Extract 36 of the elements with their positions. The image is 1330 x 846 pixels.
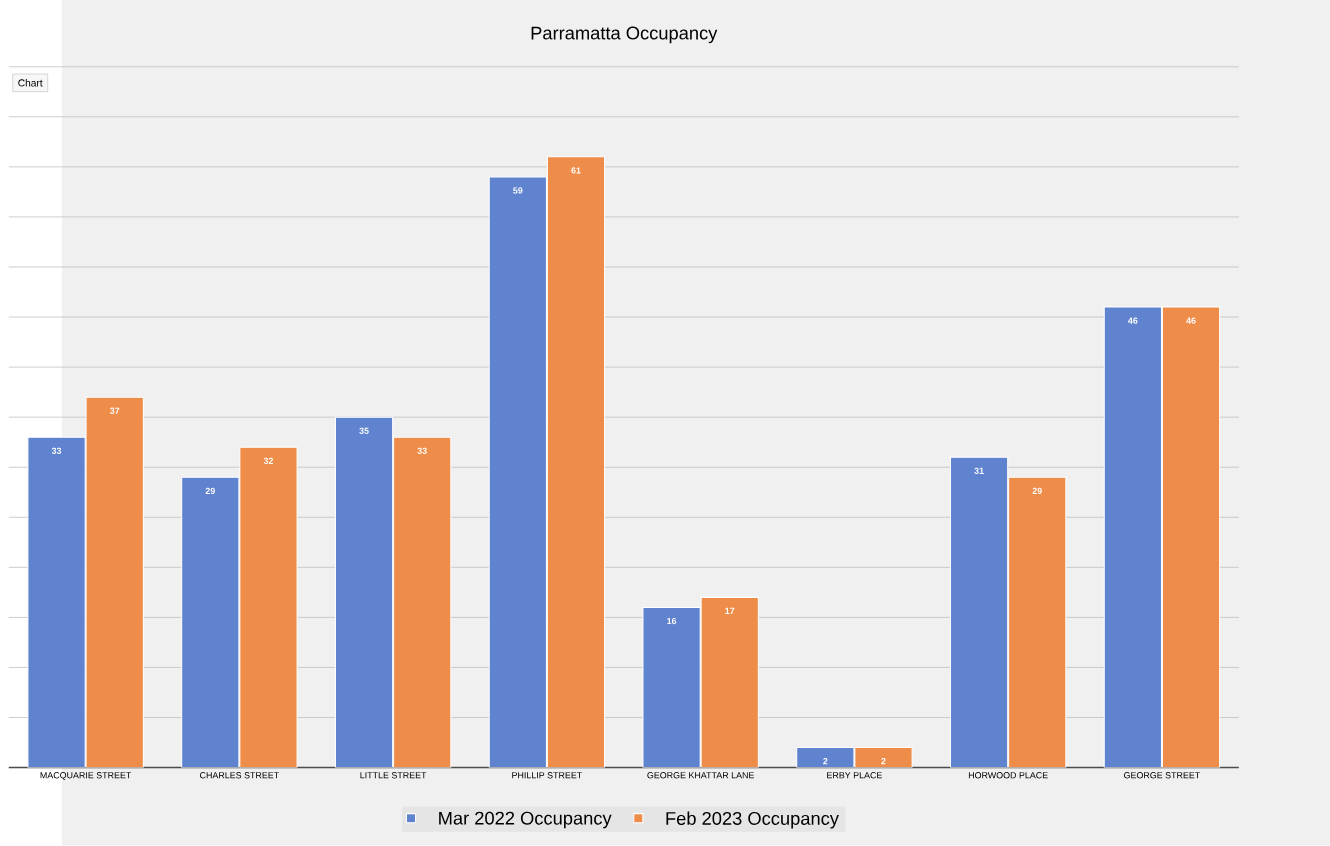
- legend-label: Mar 2022 Occupancy: [439, 811, 612, 829]
- bar: [1008, 476, 1067, 768]
- chart-title: Parramatta Occupancy: [531, 26, 718, 44]
- data-label: 32: [263, 457, 274, 465]
- annotation: Chart: [18, 79, 43, 87]
- legend-label: Feb 2023 Occupancy: [666, 811, 839, 829]
- data-label: 31: [974, 467, 984, 475]
- data-label: 33: [51, 447, 62, 455]
- data-label: 2: [881, 758, 886, 765]
- data-label: 59: [513, 187, 523, 194]
- x-tick-label: PHILLIP STREET: [512, 772, 583, 779]
- data-label: 2: [823, 758, 828, 765]
- data-label: 37: [109, 407, 120, 415]
- data-label: 16: [667, 617, 677, 625]
- x-tick-label: ERBY PLACE: [827, 772, 882, 779]
- data-label: 61: [571, 167, 581, 174]
- bar: [1161, 306, 1221, 768]
- bar: [854, 747, 913, 768]
- x-tick-label: HORWOOD PLACE: [968, 772, 1048, 779]
- data-label: 29: [1032, 487, 1042, 495]
- bar: [393, 436, 452, 768]
- bar: [85, 396, 144, 768]
- x-tick-label: CHARLES STREET: [200, 772, 279, 779]
- data-label: 46: [1128, 317, 1138, 324]
- bar: [700, 596, 759, 768]
- data-label: 35: [359, 427, 369, 435]
- data-label: 17: [725, 607, 735, 615]
- x-tick-label: LITTLE STREET: [360, 772, 427, 779]
- bar: [239, 446, 298, 768]
- data-label: 29: [205, 487, 215, 495]
- data-label: 46: [1186, 317, 1196, 324]
- bar: [546, 156, 606, 768]
- x-tick-label: MACQUARIE STREET: [40, 772, 132, 781]
- x-tick-label: GEORGE KHATTAR LANE: [647, 772, 754, 779]
- x-tick-label: GEORGE STREET: [1124, 772, 1201, 779]
- data-label: 33: [417, 447, 427, 455]
